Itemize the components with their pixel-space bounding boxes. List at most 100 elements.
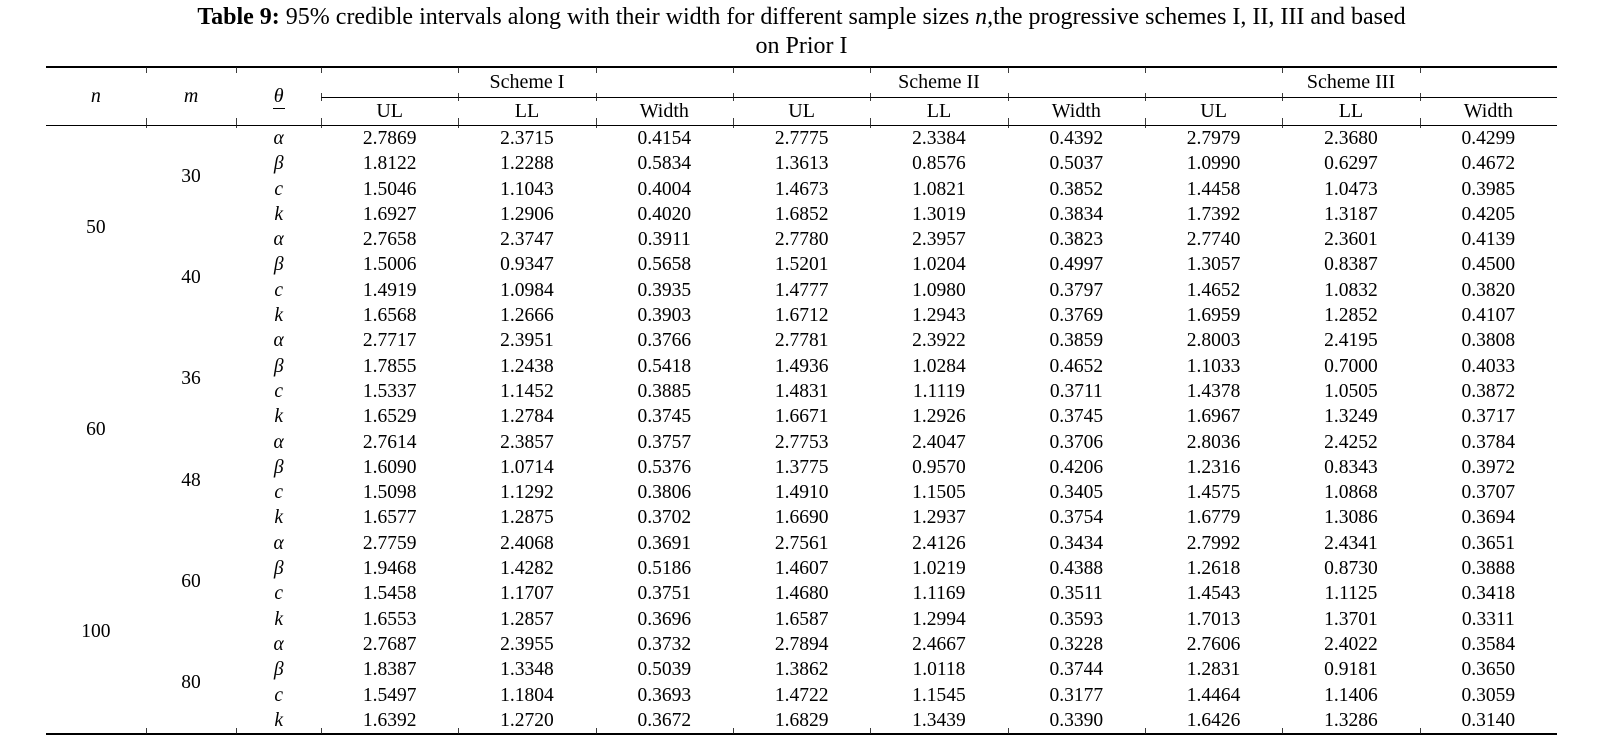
value-cell: 2.8036 [1186, 431, 1241, 453]
value-cell: 0.8576 [912, 153, 966, 175]
value-cell: 1.0473 [1324, 178, 1378, 200]
table-row: β 1.6090 1.0714 0.5376 1.3775 0.9570 0.4206 1.2… [46, 455, 1557, 480]
value-cell: 0.3823 [1049, 229, 1104, 251]
value-cell: 2.7740 [1186, 229, 1241, 251]
value-cell: 1.4722 [774, 684, 829, 706]
column-boundary-tick [1419, 118, 1421, 128]
table-row: c 1.5337 1.1452 0.3885 1.4831 1.1119 0.3711 1.4… [46, 379, 1557, 404]
value-cell: 1.5046 [362, 178, 417, 200]
value-cell: 0.3311 [1461, 608, 1515, 630]
value-cell: 0.4672 [1461, 153, 1516, 175]
value-cell: 0.3405 [1049, 482, 1104, 504]
column-boundary-tick [733, 93, 735, 101]
column-boundary-tick [236, 728, 238, 735]
value-cell: 0.7000 [1324, 355, 1378, 377]
column-boundary-tick [870, 67, 872, 73]
value-cell: 0.5186 [637, 558, 692, 580]
value-cell: 0.3745 [1049, 406, 1104, 428]
theta-param: c [274, 380, 283, 402]
column-boundary-tick [870, 118, 872, 128]
col-header-ll-scheme3: LL [1282, 97, 1420, 126]
value-cell: 1.2857 [500, 608, 554, 630]
value-cell: 1.2288 [500, 153, 554, 175]
scheme-header-row: n m θ Scheme I Scheme II Scheme III [46, 67, 1557, 126]
value-cell: 1.1169 [912, 583, 966, 605]
value-cell: 0.3754 [1049, 507, 1104, 529]
value-cell: 1.3348 [500, 659, 554, 681]
value-cell: 0.3797 [1049, 279, 1104, 301]
value-cell: 1.9468 [362, 558, 417, 580]
column-boundary-tick [1144, 67, 1146, 73]
value-cell: 1.4464 [1186, 684, 1241, 706]
value-cell: 1.2666 [500, 305, 554, 327]
value-cell: 0.3732 [637, 633, 692, 655]
value-cell: 1.4575 [1186, 482, 1241, 504]
value-cell: 0.3859 [1049, 330, 1104, 352]
m-value: 48 [181, 469, 201, 491]
value-cell: 1.4673 [774, 178, 829, 200]
value-cell: 1.8387 [362, 659, 417, 681]
value-cell: 1.5098 [362, 482, 417, 504]
value-cell: 0.5834 [637, 153, 692, 175]
table-container: n m θ Scheme I Scheme II Scheme III UL L… [46, 66, 1557, 736]
column-boundary-tick [321, 118, 322, 128]
value-cell: 1.5497 [362, 684, 417, 706]
value-cell: 0.4652 [1049, 355, 1104, 377]
value-cell: 1.1043 [500, 178, 554, 200]
value-cell: 0.3059 [1461, 684, 1516, 706]
subheader-row: UL LL Width UL LL Width UL LL Width [46, 97, 1557, 126]
value-cell: 1.1406 [1324, 684, 1378, 706]
value-cell: 0.3820 [1461, 279, 1516, 301]
value-cell: 1.5337 [362, 380, 417, 402]
column-boundary-tick [1007, 118, 1009, 128]
col-header-width-scheme2: Width [1007, 97, 1145, 126]
value-cell: 0.3784 [1461, 431, 1516, 453]
table-caption: Table 9: 95% credible intervals along wi… [0, 0, 1603, 61]
value-cell: 0.4139 [1461, 229, 1516, 251]
m-value: 30 [181, 165, 201, 187]
column-boundary-tick [236, 118, 238, 128]
value-cell: 1.3057 [1186, 254, 1241, 276]
value-cell: 1.3019 [912, 203, 966, 225]
m-value: 80 [181, 671, 201, 693]
table-row: c 1.5497 1.1804 0.3693 1.4722 1.1545 0.3177 1.4… [46, 683, 1557, 708]
n-value: 50 [86, 216, 106, 238]
value-cell: 2.4047 [912, 431, 966, 453]
col-header-ul-scheme2: UL [732, 97, 871, 126]
value-cell: 1.7855 [362, 355, 417, 377]
value-cell: 2.7979 [1186, 128, 1241, 149]
value-cell: 0.9570 [912, 456, 966, 478]
table-row: β 1.5006 0.9347 0.5658 1.5201 1.0204 0.4997 1.3… [46, 252, 1557, 277]
value-cell: 2.3857 [500, 431, 554, 453]
theta-param: k [274, 203, 283, 225]
value-cell: 2.7717 [362, 330, 417, 352]
value-cell: 1.0984 [500, 279, 554, 301]
value-cell: 1.2875 [500, 507, 554, 529]
caption-text: 95% credible intervals along with their … [286, 4, 1406, 59]
value-cell: 1.6829 [774, 709, 829, 731]
theta-param: k [274, 507, 283, 529]
value-cell: 1.1707 [500, 583, 554, 605]
value-cell: 2.7561 [774, 532, 829, 554]
value-cell: 1.5006 [362, 254, 417, 276]
value-cell: 0.3806 [637, 482, 692, 504]
table-row: k 1.6927 1.2906 0.4020 1.6852 1.3019 0.3834 1.7… [46, 202, 1557, 227]
column-boundary-tick [1144, 93, 1146, 101]
value-cell: 0.4004 [637, 178, 692, 200]
column-boundary-tick [1282, 118, 1284, 128]
value-cell: 1.4607 [774, 558, 829, 580]
theta-param: k [274, 406, 283, 428]
table-row: β 1.8122 1.2288 0.5834 1.3613 0.8576 0.5037 1.0… [46, 151, 1557, 176]
value-cell: 0.3511 [1049, 583, 1103, 605]
value-cell: 2.3955 [500, 633, 554, 655]
value-cell: 0.4206 [1049, 456, 1104, 478]
value-cell: 0.3751 [637, 583, 692, 605]
theta-param: α [273, 532, 284, 554]
value-cell: 1.0868 [1324, 482, 1378, 504]
value-cell: 0.3672 [637, 709, 692, 731]
value-cell: 1.3862 [774, 659, 829, 681]
value-cell: 2.4341 [1324, 532, 1378, 554]
value-cell: 0.3852 [1049, 178, 1104, 200]
theta-param: c [274, 279, 283, 301]
